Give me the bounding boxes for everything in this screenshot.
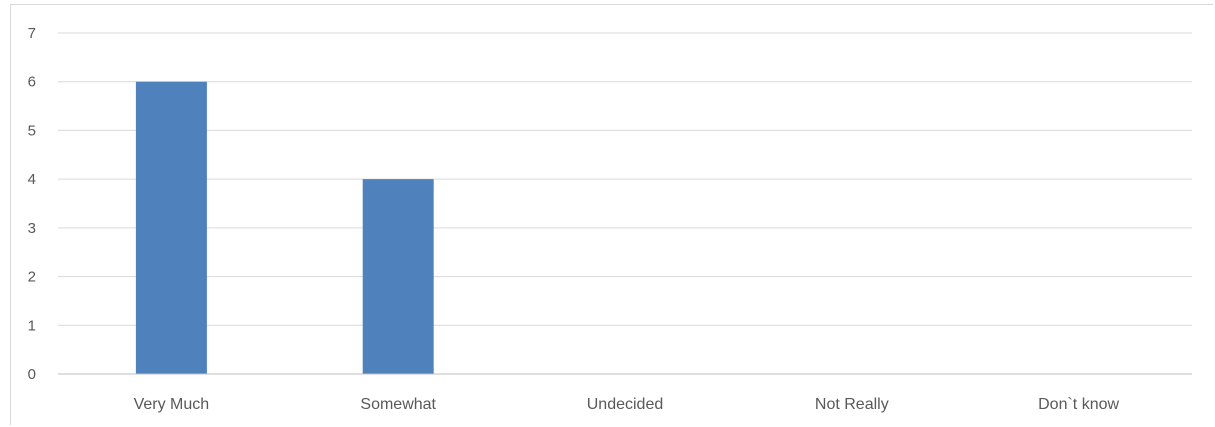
bars bbox=[135, 81, 434, 374]
y-tick-label: 4 bbox=[28, 171, 36, 188]
y-tick-label: 2 bbox=[28, 269, 36, 286]
y-tick-label: 3 bbox=[28, 220, 36, 237]
bar bbox=[135, 81, 207, 374]
x-category-label: Very Much bbox=[134, 396, 210, 413]
x-category-label: Somewhat bbox=[360, 396, 436, 413]
y-tick-label: 7 bbox=[28, 25, 36, 42]
y-tick-label: 1 bbox=[28, 317, 36, 334]
x-axis-category-labels: Very Much Somewhat Undecided Not Really Don`… bbox=[134, 396, 1120, 413]
chart-frame bbox=[10, 4, 1213, 425]
y-tick-label: 6 bbox=[28, 74, 36, 91]
x-category-label: Undecided bbox=[587, 396, 664, 413]
x-category-label: Don`t know bbox=[1038, 396, 1119, 413]
y-tick-label: 0 bbox=[28, 366, 36, 383]
gridlines bbox=[58, 32, 1192, 326]
bar bbox=[362, 179, 434, 374]
y-axis-tick-labels: 0 1 2 3 4 5 6 7 bbox=[28, 25, 36, 383]
x-category-label: Not Really bbox=[815, 396, 889, 413]
y-tick-label: 5 bbox=[28, 122, 36, 139]
